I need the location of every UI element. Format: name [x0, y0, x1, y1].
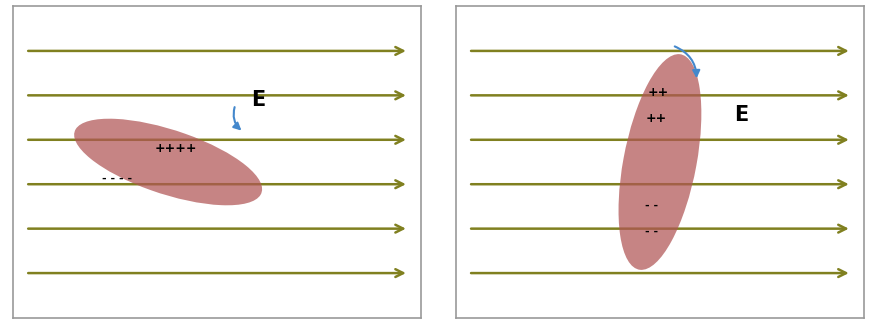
Text: - -: - -: [645, 201, 659, 211]
Text: ++: ++: [647, 86, 668, 98]
Text: ++: ++: [645, 112, 667, 125]
Ellipse shape: [618, 54, 702, 270]
Text: E: E: [251, 90, 265, 110]
Text: - -: - -: [645, 227, 659, 237]
Text: E: E: [734, 105, 749, 125]
Ellipse shape: [75, 119, 262, 205]
Text: - - - -: - - - -: [102, 174, 132, 184]
Text: ++++: ++++: [155, 142, 197, 155]
